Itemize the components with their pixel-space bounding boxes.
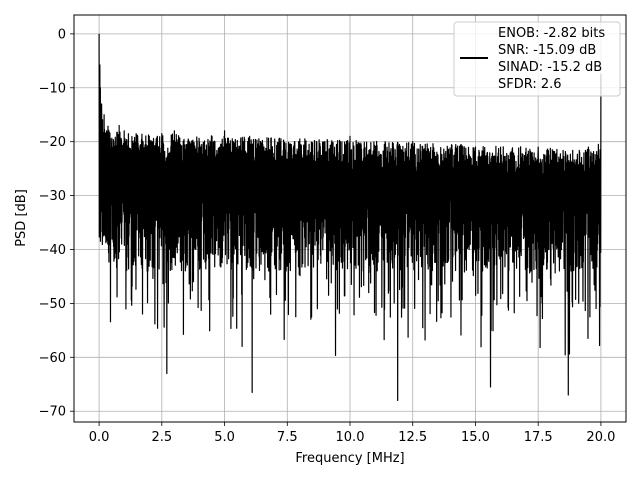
y-tick-label: −30	[39, 189, 66, 204]
x-axis-label: Frequency [MHz]	[295, 451, 404, 466]
y-axis: 0 −10 −20 −30 −40 −50 −60 −70	[39, 27, 74, 420]
x-tick-label: 0.0	[89, 430, 110, 445]
x-tick-label: 12.5	[398, 430, 427, 445]
y-tick-label: −50	[39, 297, 66, 312]
y-axis-label: PSD [dB]	[14, 189, 29, 247]
psd-series-line	[98, 33, 602, 402]
y-tick-label: −20	[39, 135, 66, 150]
series-layer	[98, 33, 602, 402]
x-tick-label: 7.5	[277, 430, 298, 445]
y-tick-label: 0	[58, 27, 66, 42]
y-tick-label: −40	[39, 243, 66, 258]
legend-line-sinad: SINAD: -15.2 dB	[498, 60, 602, 75]
legend-box	[453, 21, 621, 97]
legend-line-sfdr: SFDR: 2.6	[498, 77, 562, 92]
y-tick-label: −70	[39, 405, 66, 420]
x-tick-label: 20.0	[586, 430, 615, 445]
legend-line-enob: ENOB: -2.82 bits	[498, 26, 605, 41]
x-tick-label: 15.0	[461, 430, 490, 445]
x-tick-label: 5.0	[214, 430, 235, 445]
legend[interactable]: ENOB: -2.82 bits SNR: -15.09 dB SINAD: -…	[453, 21, 621, 97]
y-tick-label: −60	[39, 351, 66, 366]
x-tick-label: 17.5	[524, 430, 553, 445]
legend-line-snr: SNR: -15.09 dB	[498, 43, 596, 58]
x-axis: 0.0 2.5 5.0 7.5 10.0 12.5 15.0 17.5 20.0	[89, 422, 615, 445]
x-tick-label: 10.0	[336, 430, 365, 445]
y-tick-label: −10	[39, 81, 66, 96]
x-tick-label: 2.5	[151, 430, 172, 445]
